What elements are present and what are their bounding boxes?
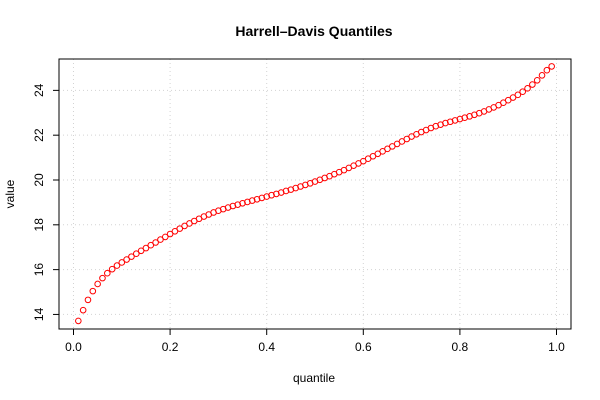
data-point — [161, 233, 169, 241]
y-tick-label: 14 — [32, 307, 46, 321]
data-point — [137, 247, 145, 255]
data-point — [128, 253, 135, 260]
y-axis: 14 16 18 20 22 24 — [32, 83, 60, 321]
y-tick-label: 20 — [32, 173, 46, 187]
x-axis: 0.0 0.2 0.4 0.6 0.8 1.0 — [65, 328, 565, 354]
chart-title: Harrell–Davis Quantiles — [235, 23, 392, 39]
data-point — [171, 228, 179, 235]
x-axis-label: quantile — [293, 371, 335, 385]
y-tick-label: 22 — [32, 128, 46, 142]
data-point — [176, 225, 184, 232]
y-tick-label: 16 — [32, 263, 46, 277]
data-point — [99, 274, 106, 282]
y-axis-label: value — [3, 179, 17, 208]
x-tick-label: 0.6 — [355, 340, 372, 354]
data-point — [533, 76, 541, 84]
x-tick-label: 0.0 — [65, 340, 82, 354]
data-point — [543, 66, 551, 74]
data-point — [147, 241, 155, 249]
data-point — [84, 296, 92, 304]
data-point — [524, 85, 531, 92]
data-point — [509, 94, 517, 101]
data-point — [152, 239, 159, 246]
data-point — [166, 230, 174, 238]
data-point — [94, 280, 101, 288]
x-tick-label: 0.8 — [452, 340, 469, 354]
x-tick-label: 0.2 — [162, 340, 179, 354]
data-point — [529, 81, 536, 88]
y-tick-label: 24 — [32, 83, 46, 97]
data-point — [123, 256, 130, 263]
data-point — [79, 306, 87, 314]
data-point — [157, 236, 164, 243]
y-tick-label: 18 — [32, 218, 46, 232]
data-point — [142, 244, 150, 252]
x-tick-label: 0.4 — [258, 340, 275, 354]
data-point — [108, 265, 116, 273]
data-point — [89, 287, 97, 295]
data-point — [548, 63, 555, 70]
grid — [59, 59, 571, 329]
x-tick-label: 1.0 — [548, 340, 565, 354]
data-point — [104, 269, 111, 277]
data-points — [75, 63, 555, 325]
data-point — [118, 259, 126, 266]
data-point — [132, 250, 140, 258]
data-point — [514, 91, 522, 99]
data-point — [113, 262, 121, 269]
data-point — [75, 317, 82, 325]
data-point — [538, 72, 546, 79]
data-point — [504, 96, 512, 104]
data-point — [519, 88, 526, 96]
